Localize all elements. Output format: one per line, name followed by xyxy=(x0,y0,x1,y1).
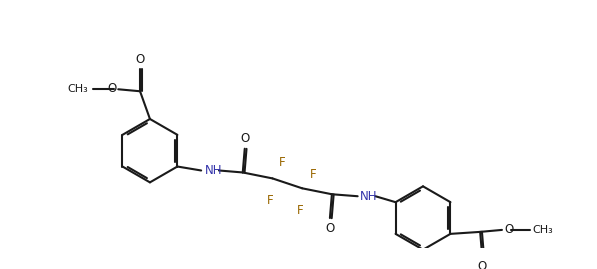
Text: O: O xyxy=(107,82,116,95)
Text: O: O xyxy=(136,52,144,66)
Text: F: F xyxy=(297,204,303,217)
Text: CH₃: CH₃ xyxy=(533,225,553,235)
Text: F: F xyxy=(278,156,285,169)
Text: O: O xyxy=(478,260,487,269)
Text: O: O xyxy=(325,222,334,235)
Text: O: O xyxy=(504,224,513,236)
Text: NH: NH xyxy=(205,164,223,177)
Text: F: F xyxy=(267,194,274,207)
Text: O: O xyxy=(240,132,250,145)
Text: NH: NH xyxy=(359,190,377,203)
Text: F: F xyxy=(310,168,317,181)
Text: CH₃: CH₃ xyxy=(68,84,88,94)
